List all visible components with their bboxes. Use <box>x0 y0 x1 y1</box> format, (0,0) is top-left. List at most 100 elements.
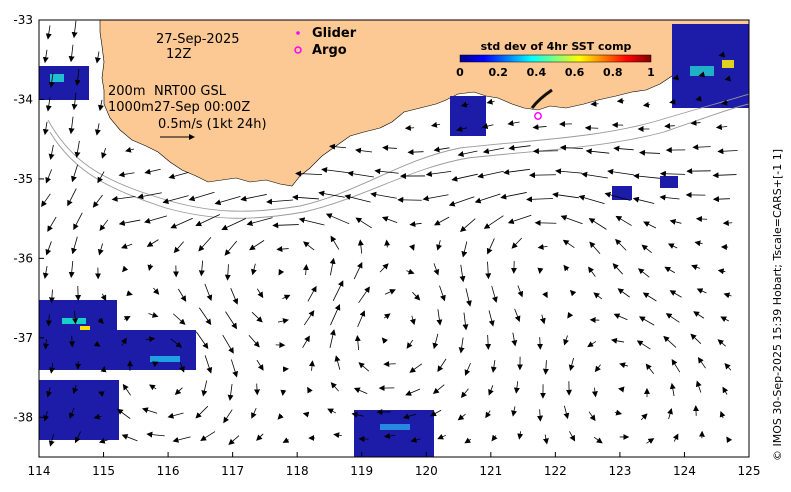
current-vector <box>563 264 570 272</box>
current-vector <box>482 147 505 154</box>
current-vector <box>514 308 521 323</box>
current-vector <box>721 99 729 106</box>
current-vector <box>146 239 159 247</box>
current-vector <box>645 363 654 375</box>
current-vector <box>432 384 445 394</box>
current-vector <box>537 409 544 422</box>
current-vector <box>462 312 469 331</box>
current-vector <box>619 362 629 369</box>
y-tick-label: -36 <box>13 251 33 265</box>
current-vector <box>457 413 466 421</box>
y-tick-label: -33 <box>13 13 33 27</box>
current-vector <box>585 148 610 155</box>
current-vector <box>559 144 584 151</box>
current-vector <box>256 433 264 441</box>
y-tick-label: -34 <box>13 92 33 106</box>
current-vector <box>669 218 682 225</box>
current-vector <box>379 263 389 273</box>
current-vector <box>459 218 476 233</box>
current-vector <box>214 195 241 206</box>
current-vector <box>246 217 273 226</box>
current-vector <box>74 431 81 444</box>
current-vector <box>177 288 187 302</box>
current-vector <box>167 412 184 419</box>
current-vector <box>715 124 728 131</box>
current-vector <box>555 168 582 175</box>
current-vector <box>48 144 55 161</box>
current-vector <box>223 409 233 424</box>
current-vector <box>48 289 55 304</box>
current-vector <box>436 240 442 251</box>
colorbar <box>459 54 652 63</box>
y-axis: -33 -34 -35 -36 -37 -38 <box>13 13 44 424</box>
current-vector <box>563 405 570 420</box>
current-vector <box>434 216 450 226</box>
current-vector <box>552 191 579 199</box>
current-vector <box>170 338 182 348</box>
current-vector <box>68 260 75 278</box>
current-vector <box>458 337 465 354</box>
scale-label: 0.5m/s (1kt 24h) <box>158 117 267 132</box>
current-vector <box>615 215 632 226</box>
current-vector <box>168 172 189 180</box>
colorbar-tick-label: 1 <box>647 66 655 79</box>
current-vector <box>333 432 342 439</box>
current-vector <box>513 381 520 394</box>
current-vector <box>42 49 49 64</box>
current-vector <box>46 387 52 398</box>
current-vector <box>485 261 492 280</box>
current-vector <box>45 241 52 256</box>
current-vector <box>542 434 549 445</box>
current-vector <box>698 71 706 78</box>
current-vector <box>410 437 421 443</box>
current-vector <box>490 360 497 373</box>
current-vector <box>642 101 651 108</box>
current-vector <box>613 145 634 152</box>
current-vector <box>485 410 492 419</box>
current-vector <box>248 335 260 348</box>
current-vector <box>588 411 596 422</box>
current-vector <box>507 214 532 225</box>
current-vector <box>539 314 546 325</box>
current-vector <box>591 387 598 398</box>
current-vector <box>152 361 159 367</box>
current-vector <box>282 437 290 443</box>
colorbar-tick-label: 0.8 <box>603 66 623 79</box>
current-vector <box>147 263 154 272</box>
current-vector <box>111 195 136 202</box>
current-vector <box>121 337 127 346</box>
current-vector <box>669 98 676 105</box>
current-vector <box>49 363 55 374</box>
current-vector <box>224 264 231 281</box>
x-tick-label: 114 <box>28 464 51 478</box>
current-vector <box>383 433 396 439</box>
current-vector <box>409 363 423 373</box>
current-vector <box>240 194 267 202</box>
current-vector <box>517 431 524 440</box>
x-tick-label: 124 <box>673 464 696 478</box>
current-vector <box>74 140 81 159</box>
current-vector <box>464 362 471 376</box>
current-vector <box>277 318 289 324</box>
product-time-label: 27-Sep 00:00Z <box>154 100 250 115</box>
plot-frame <box>38 19 750 458</box>
current-vector <box>667 408 673 420</box>
colorbar-tick-label: 0.2 <box>488 66 508 79</box>
y-tick-label: -38 <box>13 410 33 424</box>
current-vector <box>712 172 737 179</box>
current-vector <box>500 192 527 200</box>
current-vector <box>204 283 213 302</box>
isobath-200-label: 200m <box>108 84 145 99</box>
current-vector <box>465 288 472 307</box>
current-vector <box>562 239 575 249</box>
time-label: 12Z <box>166 47 192 62</box>
current-vector <box>170 217 193 229</box>
current-vector <box>614 409 623 416</box>
current-vector <box>381 337 388 344</box>
current-vector <box>145 336 156 343</box>
current-vector <box>439 285 446 302</box>
current-vector <box>69 335 76 348</box>
current-vector <box>351 411 364 418</box>
current-vector <box>672 433 679 442</box>
current-vector <box>144 215 168 224</box>
